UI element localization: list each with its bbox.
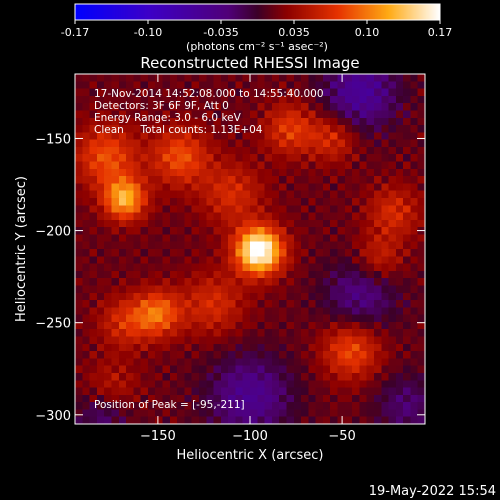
x-tick-label: −100 (232, 429, 268, 444)
x-tick-label: −150 (140, 429, 176, 444)
colorbar-tick-label: -0.10 (134, 26, 162, 39)
x-axis-label: Heliocentric X (arcsec) (177, 448, 324, 463)
footer-timestamp: 19-May-2022 15:54 (369, 484, 496, 499)
y-tick-label: −150 (35, 132, 71, 147)
colorbar-tick-label: -0.035 (203, 26, 238, 39)
y-axis-label: Heliocentric Y (arcsec) (14, 176, 29, 322)
y-tick-label: −250 (35, 317, 71, 332)
info-annotation: 17-Nov-2014 14:52:08.000 to 14:55:40.000… (94, 88, 324, 136)
heatmap-image (75, 74, 425, 424)
y-tick-label: −200 (35, 225, 71, 240)
info-line-counts: Clean Total counts: 1.13E+04 (94, 124, 263, 136)
colorbar-unit-label: (photons cm⁻² s⁻¹ asec⁻²) (186, 40, 328, 53)
chart-title: Reconstructed RHESSI Image (140, 54, 359, 72)
x-tick-label: −50 (328, 429, 355, 444)
colorbar: -0.17 -0.10 -0.035 0.035 0.10 0.17 (photons c… (61, 3, 453, 53)
colorbar-tick-label: 0.17 (428, 26, 453, 39)
colorbar-tick-label: 0.035 (278, 26, 310, 39)
peak-position-label: Position of Peak = [-95,-211] (94, 399, 245, 411)
colorbar-gradient (75, 4, 440, 20)
colorbar-tick-label: 0.10 (355, 26, 380, 39)
info-line-time: 17-Nov-2014 14:52:08.000 to 14:55:40.000 (94, 88, 324, 100)
colorbar-tick-label: -0.17 (61, 26, 89, 39)
colorbar-frame (74, 3, 441, 21)
info-line-detectors: Detectors: 3F 6F 9F, Att 0 (94, 100, 229, 112)
info-line-energy: Energy Range: 3.0 - 6.0 keV (94, 112, 242, 124)
y-tick-label: −300 (35, 409, 71, 424)
